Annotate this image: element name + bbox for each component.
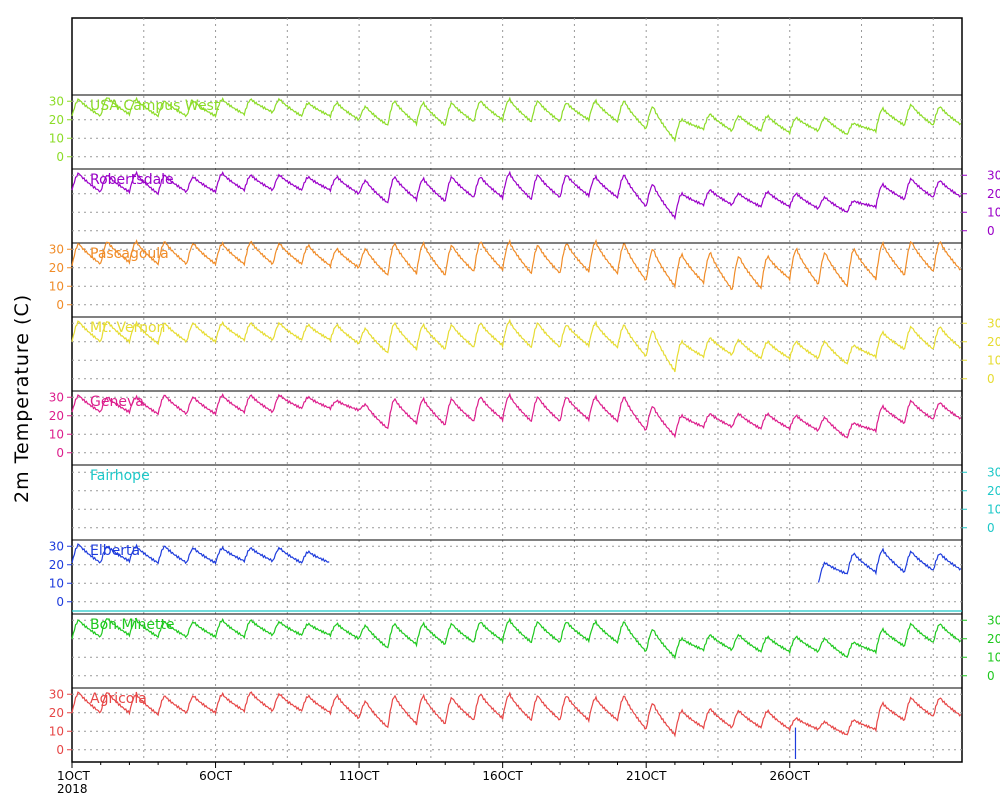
- y-tick-label: 10: [49, 427, 64, 441]
- y-tick-label: 20: [987, 335, 1000, 349]
- panel-title-bon-minette: Bon Minette: [90, 617, 175, 633]
- plot-frame: [71, 17, 963, 763]
- panel-geneva: 0 10 20 30 Geneva: [49, 390, 962, 460]
- x-tick-label: 21OCT: [626, 769, 667, 783]
- panel-robertsdale: 0 10 20 30 Robertsdale: [71, 168, 1000, 238]
- y-tick-label: 10: [49, 724, 64, 738]
- y-tick-label: 10: [987, 502, 1000, 516]
- y-tick-label: 20: [49, 409, 64, 423]
- series-line-bon-minette: [71, 617, 962, 660]
- series-line-elberta: [71, 543, 962, 583]
- series-line-pascagoula: [71, 238, 962, 291]
- y-tick-label: 20: [49, 706, 64, 720]
- panel-elberta: 0 10 20 30 Elberta: [49, 539, 962, 612]
- panel-fairhope: 0 10 20 30 Fairhope: [72, 464, 1000, 535]
- y-tick-label: 10: [49, 279, 64, 293]
- y-tick-label: 20: [987, 632, 1000, 646]
- x-tick-label: 1OCT: [57, 769, 90, 783]
- panel-pascagoula: 0 10 20 30 Pascagoula: [49, 238, 962, 312]
- y-tick-label: 20: [987, 484, 1000, 498]
- y-axis-label: 2m Temperature (C): [11, 293, 33, 503]
- y-tick-label: 0: [987, 372, 995, 386]
- y-tick-label: 0: [987, 521, 995, 535]
- y-tick-label: 0: [56, 150, 64, 164]
- y-tick-label: 0: [56, 446, 64, 460]
- y-tick-label: 10: [987, 205, 1000, 219]
- x-tick-label: 16OCT: [482, 769, 523, 783]
- y-tick-label: 30: [49, 390, 64, 404]
- series-line-agricola: [71, 691, 962, 738]
- panel-title-usa-campus-west: USA Campus West: [90, 98, 220, 114]
- x-tick-label: 11OCT: [339, 769, 380, 783]
- y-tick-label: 20: [987, 187, 1000, 201]
- panel-usa-campus-west: 0 10 20 30 USA Campus West: [49, 94, 962, 164]
- y-tick-label: 0: [56, 298, 64, 312]
- y-tick-label: 30: [49, 687, 64, 701]
- y-tick-label: 10: [987, 353, 1000, 367]
- series-line-robertsdale: [71, 170, 962, 221]
- panel-title-mt-vernon: Mt. Vernon: [90, 320, 165, 336]
- y-tick-label: 0: [987, 224, 995, 238]
- series-line-geneva: [71, 392, 962, 439]
- y-tick-label: 30: [49, 94, 64, 108]
- x-year-label: 2018: [57, 782, 88, 796]
- series-line-mt-vernon: [71, 318, 962, 373]
- y-tick-label: 30: [987, 168, 1000, 182]
- panel-bon-minette: 0 10 20 30 Bon Minette: [71, 613, 1000, 683]
- y-tick-label: 10: [49, 576, 64, 590]
- panel-mt-vernon: 0 10 20 30 Mt. Vernon: [71, 316, 1000, 386]
- panel-title-agricola: Agricola: [90, 691, 147, 707]
- y-tick-label: 0: [56, 743, 64, 757]
- y-tick-label: 10: [49, 131, 64, 145]
- x-tick-label: 26OCT: [770, 769, 811, 783]
- y-tick-label: 20: [49, 261, 64, 275]
- y-tick-label: 30: [987, 465, 1000, 479]
- x-tick-label: 6OCT: [199, 769, 232, 783]
- y-tick-label: 30: [987, 316, 1000, 330]
- panel-title-robertsdale: Robertsdale: [90, 172, 174, 188]
- panel-title-pascagoula: Pascagoula: [90, 246, 169, 262]
- panel-title-fairhope: Fairhope: [90, 468, 150, 484]
- y-tick-label: 0: [987, 669, 995, 683]
- y-tick-label: 10: [987, 650, 1000, 664]
- panel-title-geneva: Geneva: [90, 394, 144, 410]
- y-tick-label: 20: [49, 113, 64, 127]
- y-tick-label: 30: [987, 613, 1000, 627]
- y-tick-label: 30: [49, 242, 64, 256]
- series-line-usa-campus-west: [71, 96, 962, 143]
- panel-title-elberta: Elberta: [90, 543, 140, 559]
- panel-agricola: 0 10 20 30 Agricola: [49, 687, 962, 759]
- y-tick-label: 0: [56, 595, 64, 609]
- y-tick-label: 30: [49, 539, 64, 553]
- y-tick-label: 20: [49, 558, 64, 572]
